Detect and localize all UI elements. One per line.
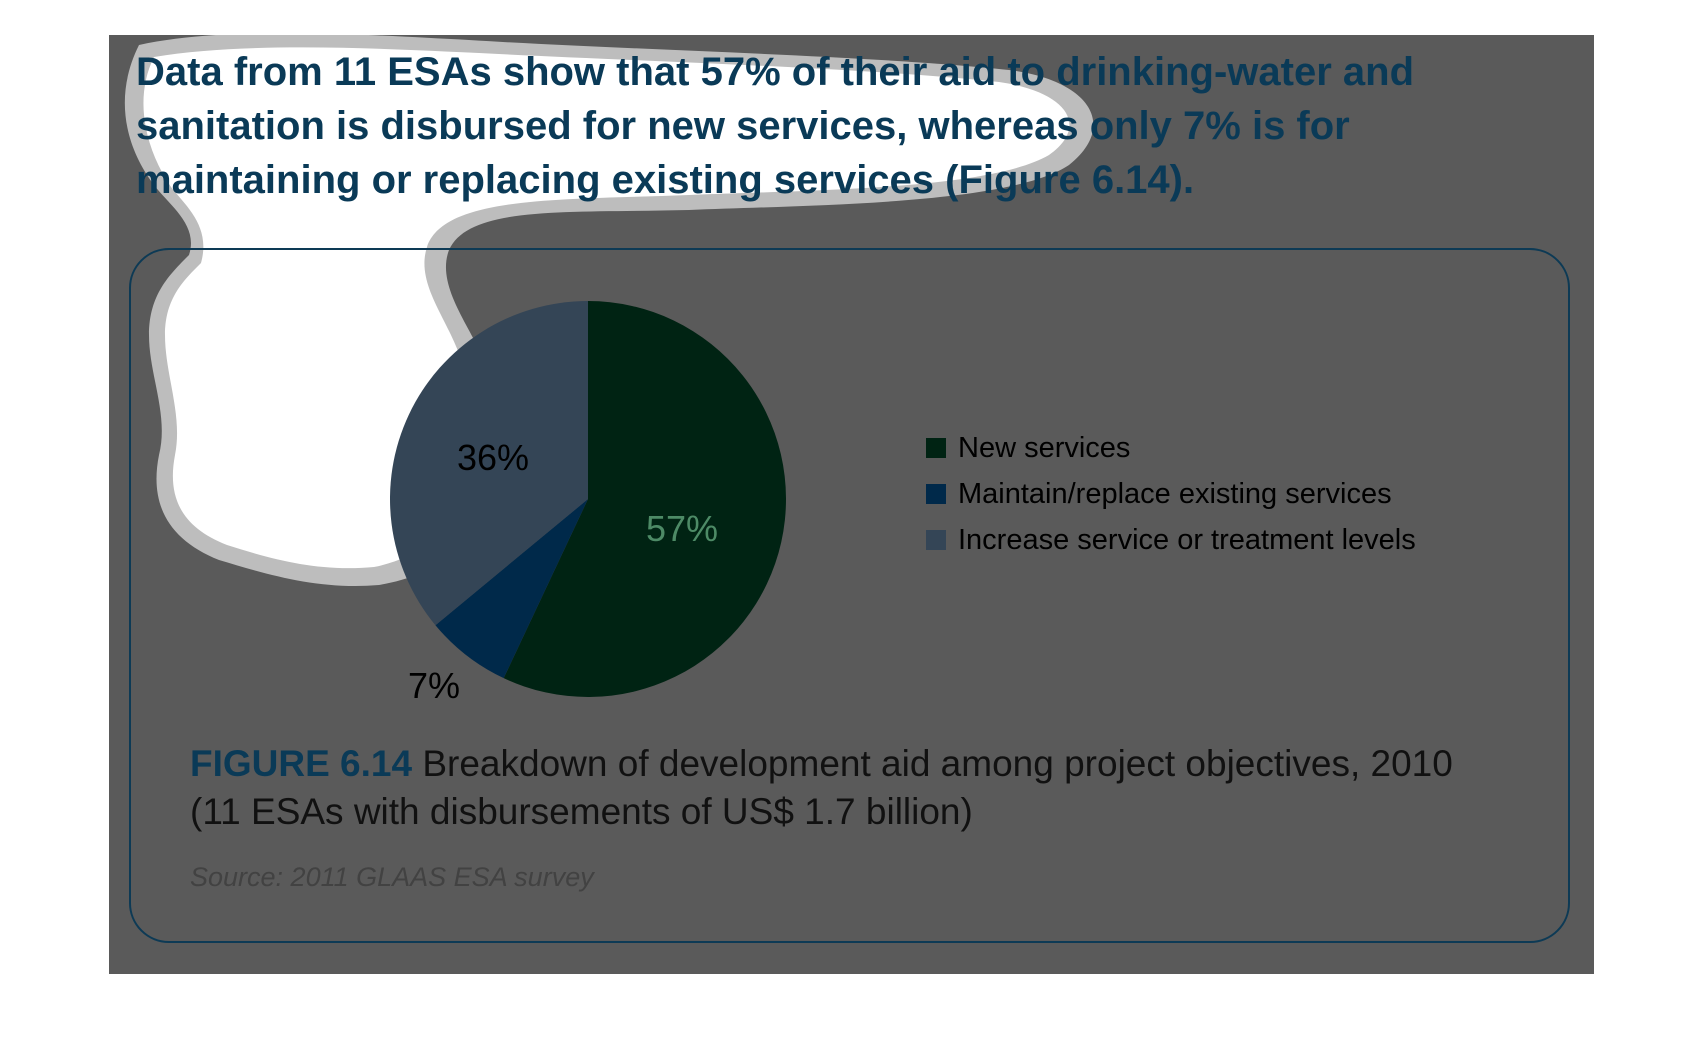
legend-label-new-services: New services — [958, 431, 1131, 464]
figure-source: Source: 2011 GLAAS ESA survey — [190, 862, 594, 892]
chart-legend: New services Maintain/replace existing s… — [926, 425, 1416, 563]
legend-item-increase-levels: Increase service or treatment levels — [926, 517, 1416, 563]
figure-panel: Data from 11 ESAs show that 57% of their… — [109, 35, 1594, 974]
highlight-fill — [143, 47, 1070, 569]
figure-caption-text: Breakdown of development aid among proje… — [190, 743, 1453, 832]
headline-text: Data from 11 ESAs show that 57% of their… — [136, 50, 1415, 202]
highlight-overlay — [124, 35, 1094, 586]
slice-label-increase-levels: 36% — [457, 437, 530, 478]
legend-label-maintain-replace: Maintain/replace existing services — [958, 477, 1392, 510]
slice-label-maintain-replace: 7% — [408, 665, 461, 706]
legend-swatch-increase-levels — [926, 530, 946, 550]
figure-box — [129, 248, 1570, 943]
slice-label-new-services: 57% — [646, 508, 719, 549]
legend-swatch-maintain-replace — [926, 484, 946, 504]
legend-label-increase-levels: Increase service or treatment levels — [958, 523, 1416, 556]
legend-item-maintain-replace: Maintain/replace existing services — [926, 471, 1416, 517]
legend-item-new-services: New services — [926, 425, 1416, 471]
figure-caption: FIGURE 6.14 Breakdown of development aid… — [190, 740, 1490, 836]
figure-number: FIGURE 6.14 — [190, 743, 413, 784]
legend-swatch-new-services — [926, 438, 946, 458]
